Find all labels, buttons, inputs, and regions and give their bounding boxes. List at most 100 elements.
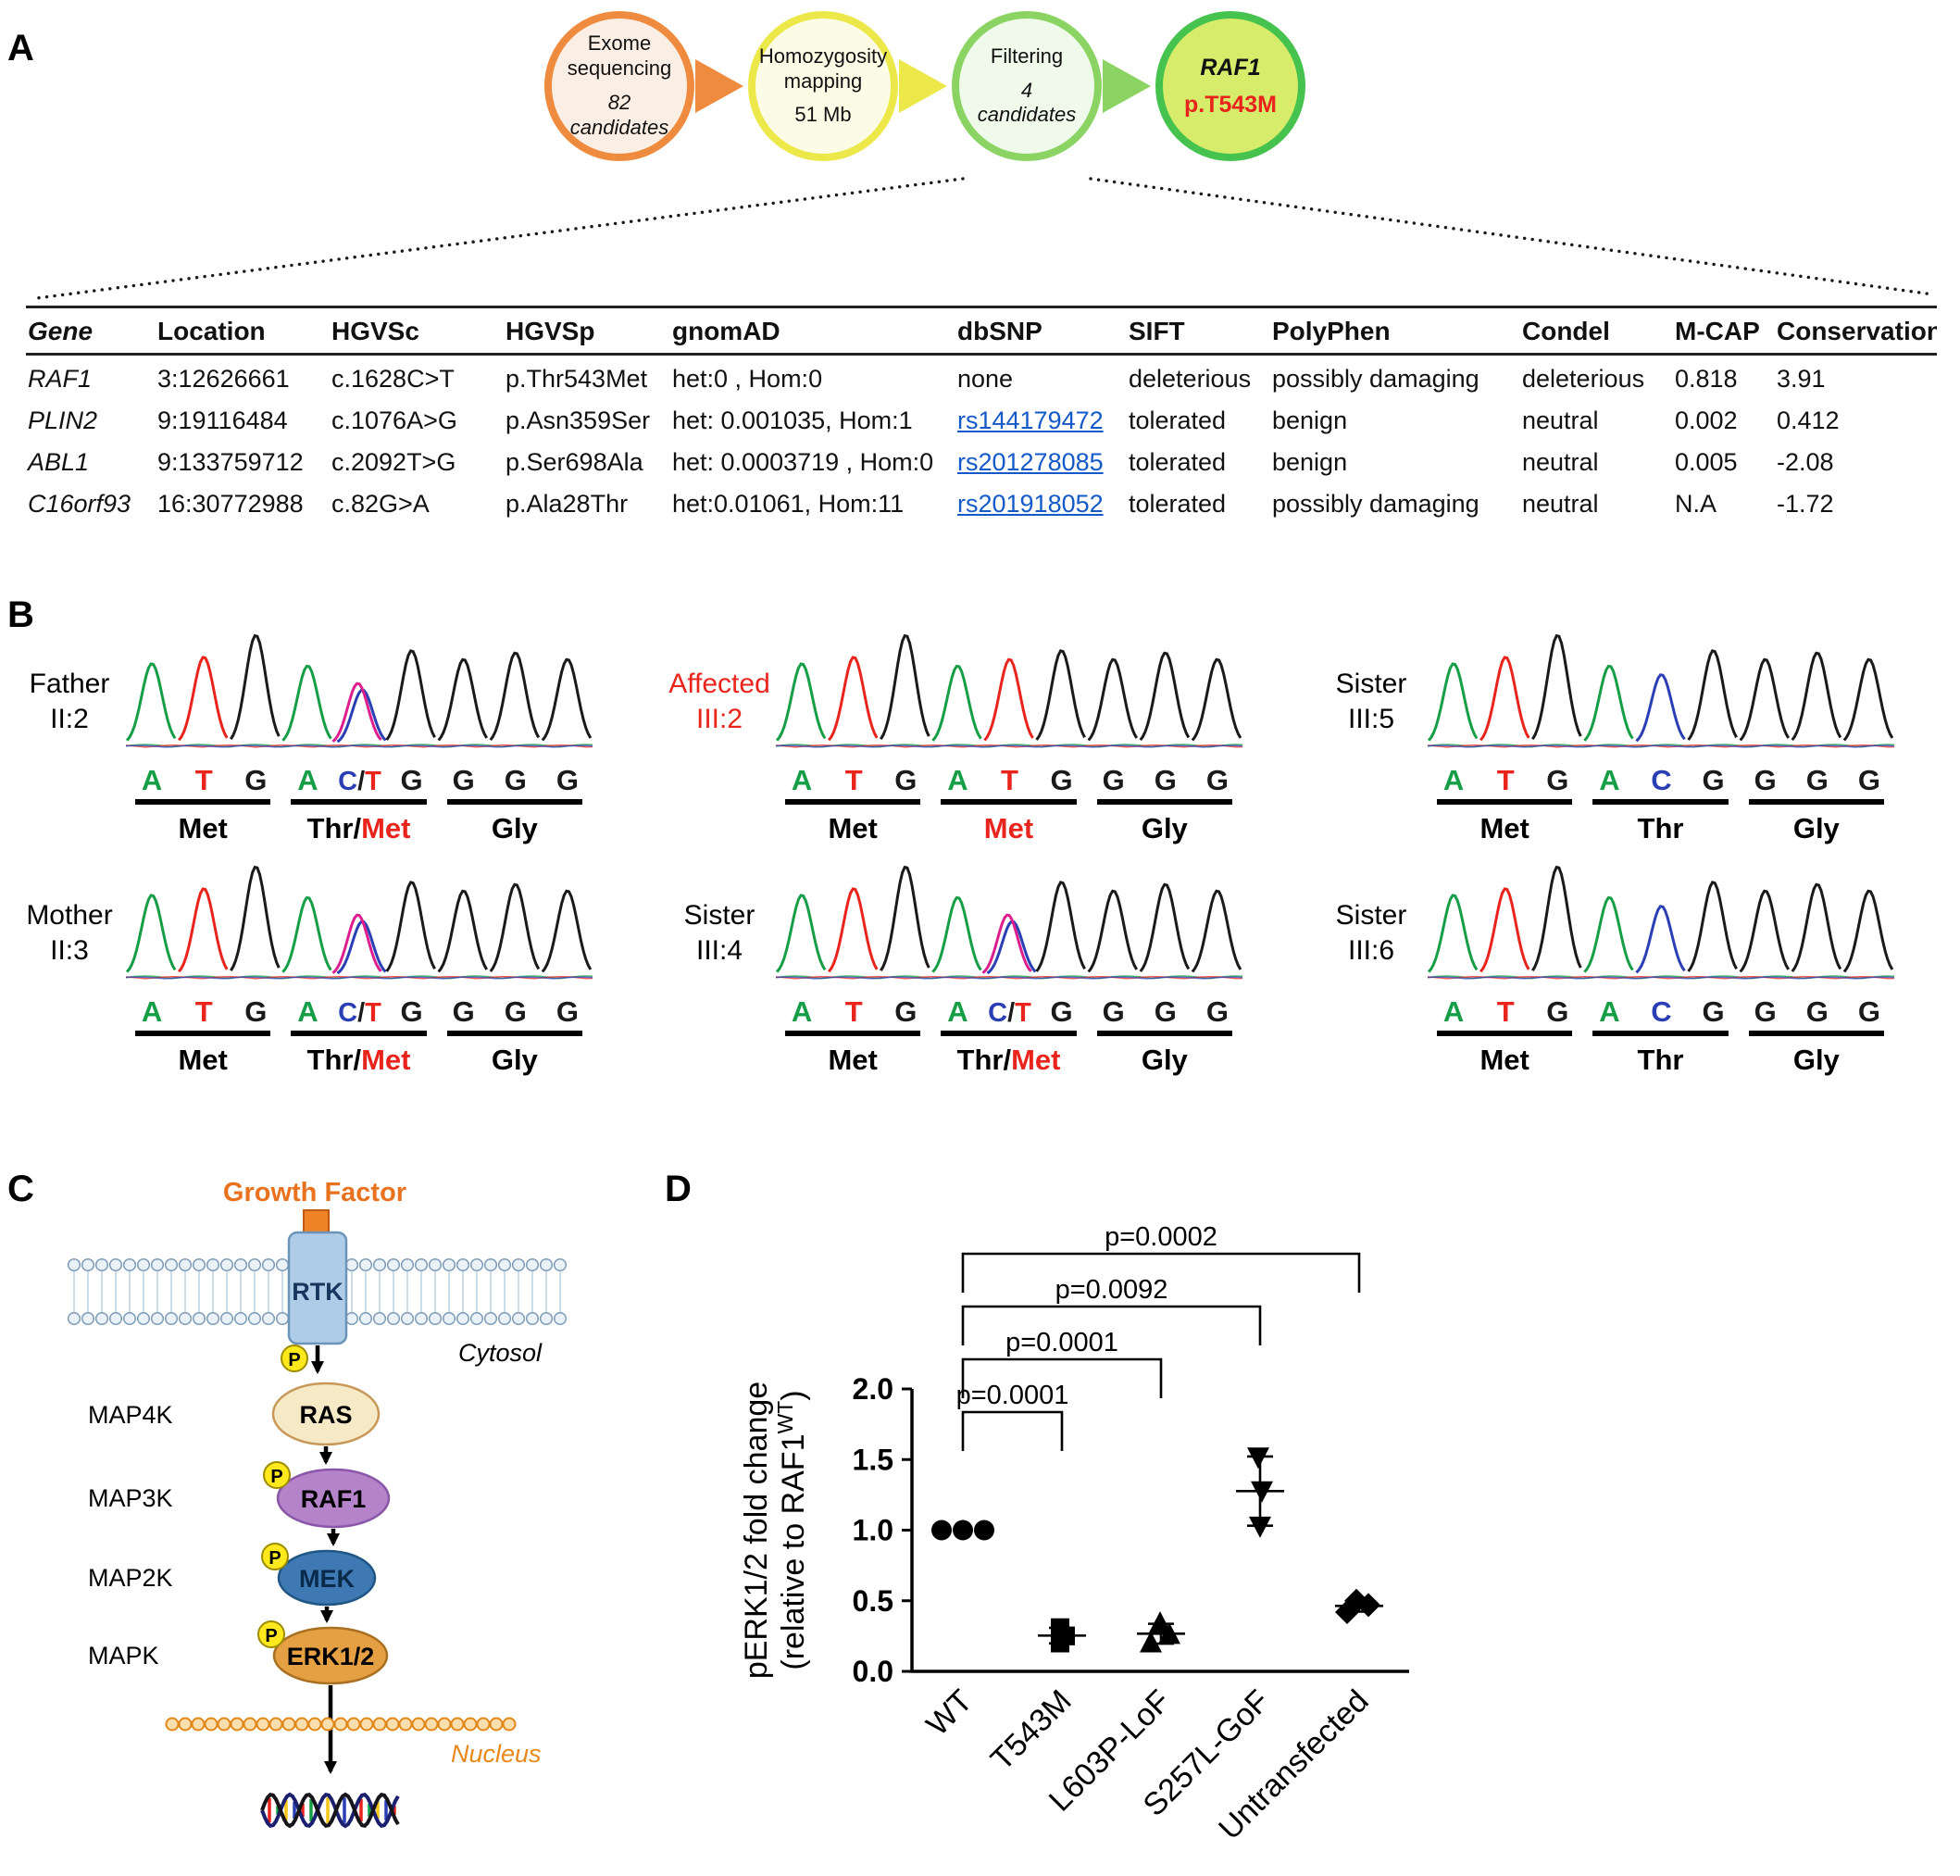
ras-label: RAS bbox=[299, 1401, 352, 1429]
sample-label: Mother II:3 bbox=[26, 900, 113, 966]
svg-text:1.0: 1.0 bbox=[853, 1514, 893, 1547]
base-letter: G bbox=[504, 764, 527, 796]
table-cell: tolerated bbox=[1129, 490, 1227, 518]
table-cell: deleterious bbox=[1129, 365, 1252, 393]
table-cell: neutral bbox=[1522, 448, 1599, 476]
phosphate-icon: P bbox=[261, 1543, 289, 1570]
base-letter: G bbox=[556, 764, 579, 796]
table-cell: het:0.01061, Hom:11 bbox=[672, 490, 905, 518]
panel-b-label: B bbox=[7, 594, 34, 635]
ras-node bbox=[271, 1382, 381, 1446]
table-cell: 9:133759712 bbox=[157, 448, 304, 476]
panel-b: Father II:2 A T G A C / T G G G G Met Thr/Met Gly Affect… bbox=[0, 593, 1960, 1159]
base-letter: G bbox=[244, 764, 268, 796]
amino-acid-label: Gly bbox=[491, 1044, 538, 1076]
chromatogram-III-4: Sister III:4 A T G A C / T G G G G Met Thr/Met Gly bbox=[663, 857, 1243, 1081]
x-tick-label: WT bbox=[919, 1683, 979, 1743]
base-letter: G bbox=[1805, 995, 1829, 1028]
chromatogram-III-2: Affected III:2 A T G A T G G G G Met Met Gly bbox=[663, 626, 1243, 849]
base-letter: G bbox=[1154, 995, 1177, 1028]
dbsnp-link[interactable]: rs201918052 bbox=[957, 490, 1104, 518]
amino-acid-label: Thr bbox=[1637, 812, 1684, 844]
x-tick-label: T543M bbox=[984, 1683, 1079, 1778]
dbsnp-link[interactable]: rs201278085 bbox=[957, 448, 1104, 476]
amino-acid-label: Gly bbox=[1141, 812, 1188, 844]
table-cell: benign bbox=[1272, 406, 1348, 434]
base-letter: A bbox=[141, 995, 163, 1028]
p-value-label: p=0.0001 bbox=[1005, 1328, 1118, 1357]
base-letter: G bbox=[1546, 995, 1569, 1028]
column-header: SIFT bbox=[1127, 306, 1270, 356]
base-letter: A bbox=[791, 995, 813, 1028]
codon-underline bbox=[291, 799, 427, 805]
table-cell: 0.005 bbox=[1675, 448, 1738, 476]
phosphate-label: P bbox=[265, 1626, 277, 1646]
growth-factor-label: Growth Factor bbox=[223, 1178, 406, 1207]
column-header: Conservation bbox=[1775, 306, 1937, 356]
gene-table-head-row: Gene Location HGVSc HGVSp gnomAD dbSNP SIFT Pol… bbox=[26, 306, 1937, 356]
base-letter: A bbox=[1599, 995, 1620, 1028]
table-row: RAF1 3:12626661 c.1628C>T p.Thr543Met het:0 … bbox=[26, 355, 1937, 398]
table-cell: deleterious bbox=[1522, 365, 1645, 393]
amino-acid-label: Met bbox=[983, 812, 1034, 844]
amino-acid-label: Thr bbox=[1637, 1044, 1684, 1076]
table-cell: c.2092T>G bbox=[331, 448, 456, 476]
table-cell: 3:12626661 bbox=[157, 365, 290, 393]
base-letter: G bbox=[1805, 764, 1829, 796]
table-cell: 0.412 bbox=[1777, 406, 1840, 434]
svg-text:0.0: 0.0 bbox=[853, 1655, 893, 1688]
codon-underline bbox=[1437, 799, 1573, 805]
rtk-label: RTK bbox=[292, 1278, 343, 1306]
svg-text:2.0: 2.0 bbox=[853, 1372, 893, 1406]
base-calls: A T G A C / T G G G G bbox=[126, 758, 593, 797]
candidate-gene-table: Gene Location HGVSc HGVSp gnomAD dbSNP SIFT Pol… bbox=[26, 306, 1937, 522]
codon-underline bbox=[291, 1031, 427, 1036]
table-cell: p.Thr543Met bbox=[506, 365, 648, 393]
nuclear-membrane-icon bbox=[165, 1717, 517, 1732]
base-letter: G bbox=[504, 995, 527, 1028]
column-header: dbSNP bbox=[955, 306, 1127, 356]
base-letter: G bbox=[400, 995, 423, 1028]
panel-c: Growth Factor RTK Cytosol RAS RAF1 MEK E… bbox=[0, 1162, 648, 1871]
raf1-label: RAF1 bbox=[301, 1485, 367, 1513]
table-cell: 3.91 bbox=[1777, 365, 1826, 393]
table-cell: c.82G>A bbox=[331, 490, 430, 518]
trace-peaks bbox=[125, 633, 593, 748]
flow-step-4: RAF1 p.T543M bbox=[1155, 11, 1305, 161]
sequencing-trace bbox=[1427, 633, 1895, 748]
flow-step-text: p.T543M bbox=[1183, 92, 1278, 118]
series-Untransfected bbox=[1335, 1588, 1383, 1624]
fan-lines bbox=[35, 177, 1935, 300]
column-header: M-CAP bbox=[1673, 306, 1775, 356]
kinase-class-map3k: MAP3K bbox=[88, 1484, 173, 1512]
series-WT bbox=[931, 1520, 994, 1541]
table-cell: p.Ala28Thr bbox=[506, 490, 629, 518]
base-letter: G bbox=[1754, 764, 1777, 796]
base-letter: G bbox=[894, 764, 918, 796]
base-letter: C / T bbox=[338, 767, 381, 796]
dna-icon bbox=[260, 1792, 400, 1829]
flow-step-text: 51 Mb bbox=[794, 103, 852, 127]
table-cell: possibly damaging bbox=[1272, 365, 1479, 393]
table-cell: c.1076A>G bbox=[331, 406, 457, 434]
column-header: Condel bbox=[1520, 306, 1673, 356]
pathway-svg: Growth Factor RTK Cytosol RAS RAF1 MEK E… bbox=[67, 1178, 568, 1829]
chromatogram-III-5: Sister III:5 A T G A C G G G G Met Thr Gly bbox=[1315, 626, 1895, 849]
table-cell: none bbox=[957, 365, 1014, 393]
table-cell: PLIN2 bbox=[28, 406, 98, 434]
column-header: Location bbox=[156, 306, 330, 356]
table-cell: het: 0.001035, Hom:1 bbox=[672, 406, 913, 434]
mek-label: MEK bbox=[299, 1565, 356, 1593]
trace-peaks bbox=[1427, 633, 1895, 748]
chromatogram-II-2: Father II:2 A T G A C / T G G G G Met Thr/Met Gly bbox=[13, 626, 593, 849]
flow-step-text: candidates bbox=[569, 115, 669, 139]
dbsnp-link[interactable]: rs144179472 bbox=[957, 406, 1104, 434]
amino-acid-label: Gly bbox=[1792, 1044, 1840, 1076]
svg-text:(relative to RAF1WT): (relative to RAF1WT) bbox=[773, 1390, 811, 1670]
column-header: gnomAD bbox=[670, 306, 955, 356]
table-cell: 0.818 bbox=[1675, 365, 1738, 393]
raf1-node bbox=[276, 1468, 391, 1529]
table-cell: neutral bbox=[1522, 490, 1599, 518]
base-letter: A bbox=[297, 995, 318, 1028]
